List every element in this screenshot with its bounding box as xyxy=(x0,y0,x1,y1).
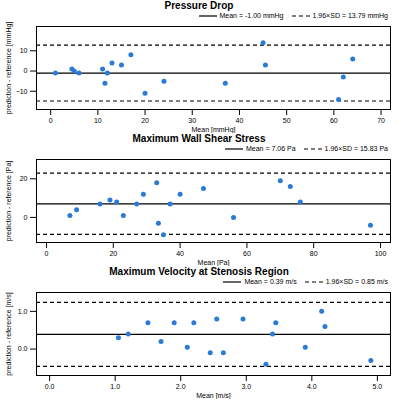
html-text:Mean = 0.39 m/s: Mean = 0.39 m/s xyxy=(244,278,297,285)
svg-text:0.0: 0.0 xyxy=(18,345,28,352)
svg-text:0.0: 0.0 xyxy=(45,383,55,390)
svg-text:10: 10 xyxy=(94,117,102,124)
svg-text:1.0: 1.0 xyxy=(18,308,28,315)
svg-text:20: 20 xyxy=(20,175,28,182)
svg-text:30: 30 xyxy=(188,117,196,124)
svg-text:40: 40 xyxy=(236,117,244,124)
svg-text:5.0: 5.0 xyxy=(373,383,383,390)
html-text:Pressure Drop: Pressure Drop xyxy=(164,0,234,11)
svg-text:1.0: 1.0 xyxy=(110,383,120,390)
svg-text:Mean [mmHg]: Mean [mmHg] xyxy=(192,126,236,134)
svg-text:Mean [m/s]: Mean [m/s] xyxy=(196,392,231,400)
html-text:Mean = -1.00 mmHg: Mean = -1.00 mmHg xyxy=(219,12,284,19)
html-text:Mean = 7.06 Pa: Mean = 7.06 Pa xyxy=(245,145,296,152)
html-text:1.96×SD = 13.79 mmHg: 1.96×SD = 13.79 mmHg xyxy=(312,12,388,19)
svg-text:Mean [Pa]: Mean [Pa] xyxy=(198,259,230,267)
svg-text:prediction - reference [Pa]: prediction - reference [Pa] xyxy=(5,161,13,242)
svg-text:50: 50 xyxy=(283,117,291,124)
svg-text:70: 70 xyxy=(377,117,385,124)
svg-text:100: 100 xyxy=(375,250,387,257)
svg-text:60: 60 xyxy=(243,250,251,257)
html-text:Maximum Velocity at Stenosis R: Maximum Velocity at Stenosis Region xyxy=(109,266,289,277)
svg-text:−10: −10 xyxy=(16,88,28,95)
svg-text:0: 0 xyxy=(24,67,28,74)
html-text:Maximum Wall Shear Stress: Maximum Wall Shear Stress xyxy=(132,133,266,144)
html-text:1.96×SD = 15.83 Pa: 1.96×SD = 15.83 Pa xyxy=(324,145,388,152)
svg-text:3.0: 3.0 xyxy=(241,383,251,390)
svg-text:60: 60 xyxy=(330,117,338,124)
svg-text:20: 20 xyxy=(109,250,117,257)
svg-text:prediction - reference [m/s]: prediction - reference [m/s] xyxy=(5,292,13,375)
svg-text:0: 0 xyxy=(45,250,49,257)
svg-text:4.0: 4.0 xyxy=(307,383,317,390)
svg-text:2.0: 2.0 xyxy=(176,383,186,390)
svg-text:0: 0 xyxy=(24,214,28,221)
svg-text:80: 80 xyxy=(310,250,318,257)
svg-text:10: 10 xyxy=(20,47,28,54)
svg-text:prediction - reference [mmHg]: prediction - reference [mmHg] xyxy=(5,22,13,115)
svg-text:40: 40 xyxy=(176,250,184,257)
svg-text:20: 20 xyxy=(141,117,149,124)
svg-text:0: 0 xyxy=(49,117,53,124)
html-text:1.96×SD = 0.85 m/s: 1.96×SD = 0.85 m/s xyxy=(325,278,388,285)
